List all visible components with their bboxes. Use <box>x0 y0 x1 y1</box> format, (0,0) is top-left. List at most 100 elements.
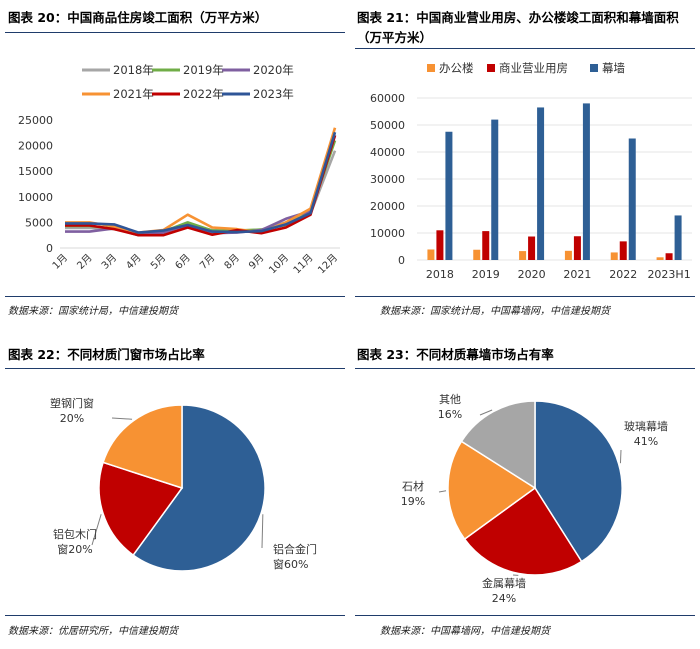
slice-label: 铝包木门 <box>53 527 97 541</box>
x-tick-label: 8月 <box>222 252 242 272</box>
y-tick-label: 25000 <box>18 114 53 127</box>
legend-swatch <box>427 64 435 72</box>
leader-line <box>111 417 133 420</box>
bar <box>582 103 590 261</box>
legend-label: 2018年 <box>113 63 154 77</box>
leader-line <box>261 514 264 549</box>
y-tick-label: 10000 <box>370 227 405 240</box>
line-chart-housing-completion: 0 5000 10000 15000 20000 25000 1月 2月 3月 4月 5月 6月 7月 8… <box>18 63 340 277</box>
chart-title-22: 图表 22：不同材质门窗市场占比率 <box>8 347 205 362</box>
slice-label: 金属幕墙 <box>482 576 526 590</box>
y-tick-label: 0 <box>46 242 53 255</box>
bar <box>519 251 527 260</box>
series-line <box>65 127 337 234</box>
legend-label: 2021年 <box>113 87 154 101</box>
legend-label: 2019年 <box>183 63 224 77</box>
legend-label: 商业营业用房 <box>499 61 568 75</box>
legend-label: 2023年 <box>253 87 294 101</box>
bar <box>674 215 682 260</box>
data-source-22: 数据来源：优居研究所，中信建投期货 <box>8 626 178 637</box>
legend-label: 2020年 <box>253 63 294 77</box>
x-tick-label: 11月 <box>291 252 316 277</box>
bar <box>564 250 572 260</box>
bar <box>619 241 627 260</box>
source-rule-20 <box>5 296 345 297</box>
y-tick-label: 20000 <box>18 140 53 153</box>
x-tick-label: 2019 <box>472 268 500 281</box>
bar <box>537 107 545 260</box>
y-tick-label: 5000 <box>25 216 53 229</box>
y-tick-label: 0 <box>398 254 405 267</box>
title-rule-23 <box>355 368 695 369</box>
bar <box>656 257 664 260</box>
slice-label: 其他 <box>439 393 461 406</box>
legend-label: 2022年 <box>183 87 224 101</box>
y-tick-label: 10000 <box>18 191 53 204</box>
pie-slice <box>460 400 536 490</box>
y-tick-label: 60000 <box>370 92 405 105</box>
x-tick-label: 3月 <box>99 252 119 272</box>
title-rule-22 <box>5 368 345 369</box>
chart-title-21: 图表 21：中国商业营业用房、办公楼竣工面积和幕墙面积（万平方米） <box>357 10 679 45</box>
slice-label: 塑钢门窗 <box>50 396 94 410</box>
series-line <box>65 135 337 237</box>
slice-label: 19% <box>401 495 425 508</box>
slice-label: 16% <box>438 408 462 421</box>
slice-label: 窗60% <box>273 557 308 571</box>
pie-slice <box>132 404 266 572</box>
slice-label: 玻璃幕墙 <box>624 419 668 433</box>
pie-slice <box>463 486 583 576</box>
bar <box>427 249 435 260</box>
x-tick-label: 2021 <box>563 268 591 281</box>
bar <box>665 253 673 260</box>
pie-slice <box>447 440 537 541</box>
legend-swatch <box>590 64 598 72</box>
slice-label: 石材 <box>402 479 424 493</box>
y-tick-label: 40000 <box>370 146 405 159</box>
data-source-23: 数据来源：中国幕墙网，中信建投期货 <box>380 626 550 637</box>
data-source-20: 数据来源：国家统计局，中信建投期货 <box>8 306 178 317</box>
x-tick-label: 2018 <box>426 268 454 281</box>
chart-title-23: 图表 23：不同材质幕墙市场占有率 <box>357 347 554 362</box>
y-tick-label: 30000 <box>370 173 405 186</box>
slice-label: 20% <box>60 412 84 425</box>
slice-label: 窗20% <box>57 542 92 556</box>
leader-line <box>438 490 447 493</box>
slice-label: 41% <box>634 435 658 448</box>
y-tick-label: 50000 <box>370 119 405 132</box>
x-tick-label: 7月 <box>197 252 217 272</box>
title-rule-20 <box>5 32 345 33</box>
bar-chart-commercial-office-curtainwall: 0 10000 20000 30000 40000 50000 60000 2018 2019 2… <box>370 61 692 281</box>
legend-label: 幕墙 <box>602 61 625 75</box>
leader-line <box>479 409 493 416</box>
x-tick-label: 2月 <box>75 252 95 272</box>
bar <box>473 249 481 260</box>
y-tick-label: 15000 <box>18 165 53 178</box>
leader-line <box>91 514 102 546</box>
pie-chart-curtainwall-materials: 玻璃幕墙 41% 金属幕墙 24% 石材 19% 其他 16% <box>401 393 668 605</box>
bar <box>610 252 618 260</box>
x-tick-label: 6月 <box>173 252 193 272</box>
bar <box>436 230 444 260</box>
leader-line <box>619 449 622 464</box>
source-rule-22 <box>5 615 345 616</box>
pie-slice <box>102 404 183 490</box>
slice-label: 24% <box>492 592 516 605</box>
x-tick-label: 4月 <box>124 252 144 272</box>
source-rule-23 <box>355 615 695 616</box>
bar <box>482 231 490 260</box>
x-tick-label: 2020 <box>518 268 546 281</box>
legend-label: 办公楼 <box>439 61 474 75</box>
data-source-21: 数据来源：国家统计局，中国幕墙网，中信建投期货 <box>380 306 610 317</box>
legend-swatch <box>487 64 495 72</box>
pie-slice <box>98 461 184 557</box>
title-rule-21 <box>355 48 695 49</box>
x-tick-label: 10月 <box>266 252 291 277</box>
x-tick-label: 2022 <box>609 268 637 281</box>
x-tick-label: 9月 <box>246 252 266 272</box>
bar <box>573 236 581 260</box>
bar <box>528 236 536 260</box>
slice-label: 铝合金门 <box>273 542 317 556</box>
x-tick-label: 1月 <box>50 252 70 272</box>
